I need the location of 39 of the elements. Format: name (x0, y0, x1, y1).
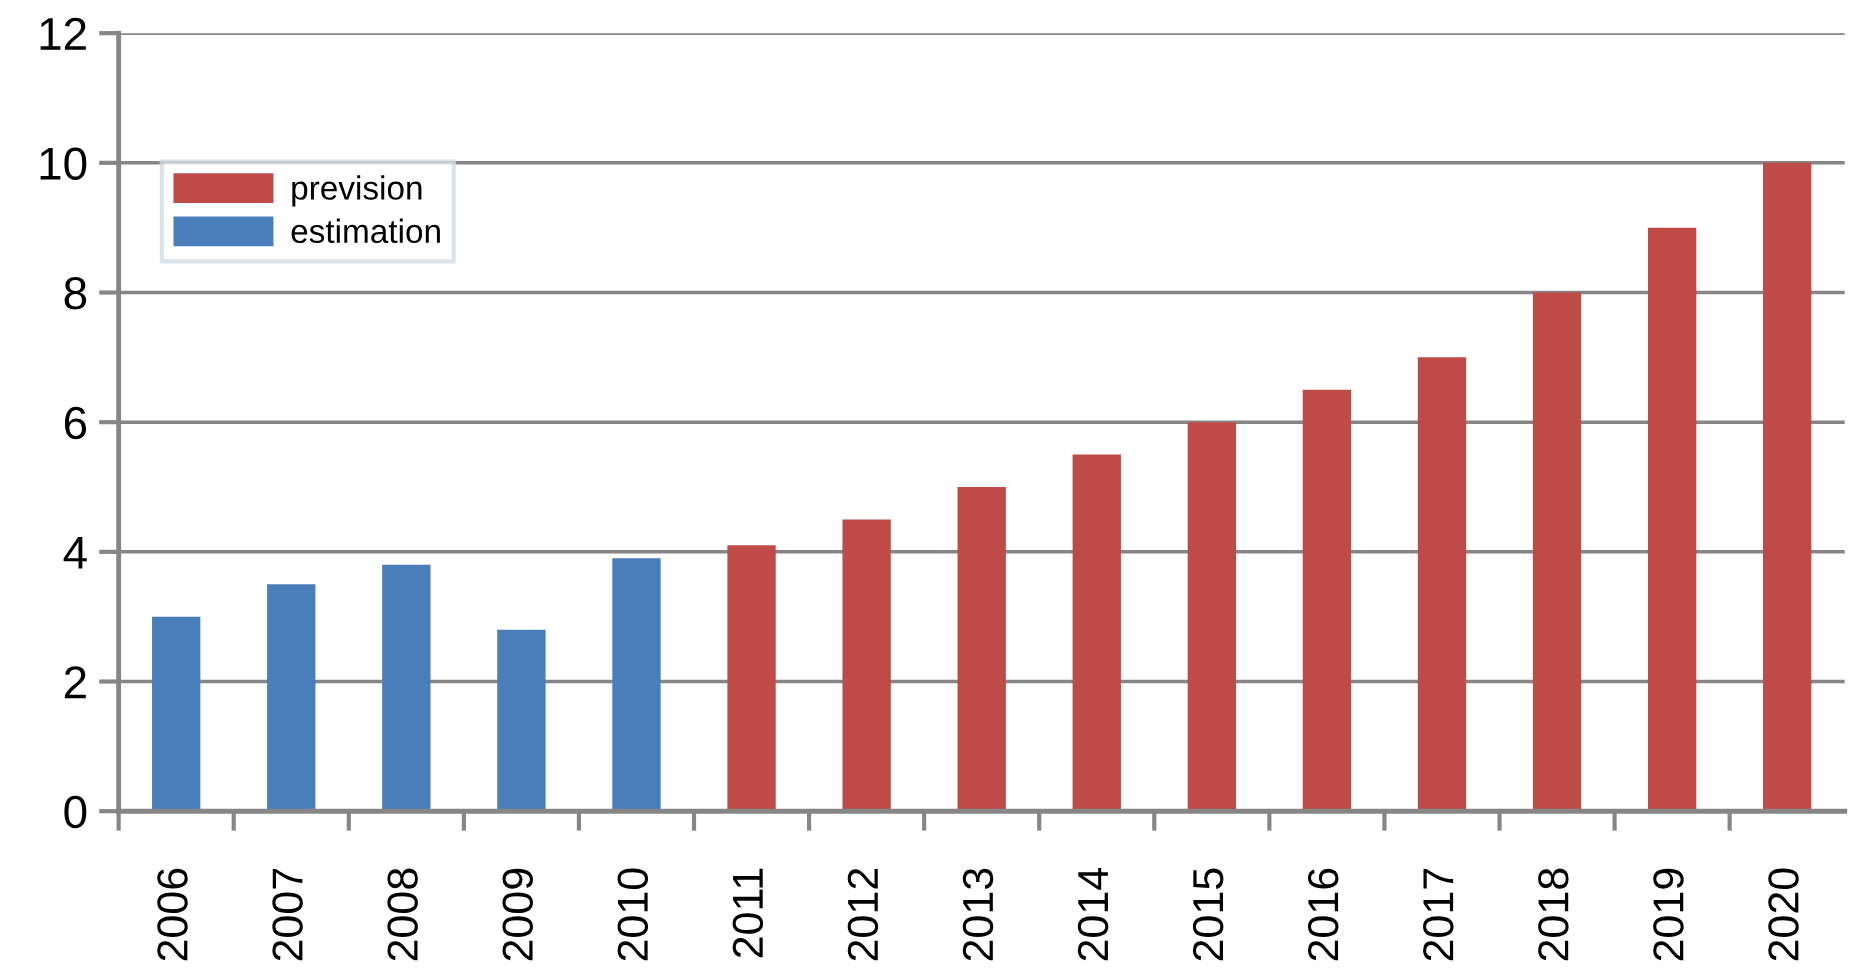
bar (957, 487, 1006, 812)
bar (152, 616, 201, 812)
x-tick-label: 2010 (617, 868, 649, 961)
x-tick-label: 2008 (387, 868, 418, 961)
bar (612, 558, 661, 812)
y-tick-label: 0 (64, 795, 87, 829)
y-tick-label: 4 (63, 536, 87, 569)
bar (1532, 292, 1582, 812)
y-tick-label: 2 (64, 666, 86, 699)
y-tick-label: 8 (64, 277, 87, 310)
x-tick-label: 2009 (502, 868, 533, 961)
y-tick-label: 12 (40, 17, 86, 50)
x-tick-label: 2014 (1077, 868, 1109, 961)
x-tick-label: 2015 (1192, 868, 1224, 961)
x-tick-label: 2011 (732, 868, 764, 958)
bar (1763, 162, 1812, 812)
legend-label: prevision (292, 175, 422, 207)
x-tick-label: 2013 (962, 868, 994, 961)
bar (382, 564, 431, 812)
x-tick-label: 2006 (157, 868, 188, 961)
bar (1187, 422, 1236, 812)
bar (1647, 227, 1697, 812)
bar (1302, 389, 1352, 812)
bar (1072, 454, 1121, 812)
x-tick-label: 2019 (1653, 868, 1684, 961)
y-tick-label: 6 (64, 406, 87, 440)
x-tick-label: 2007 (272, 868, 303, 961)
bar (267, 584, 316, 812)
x-tick-label: 2017 (1423, 868, 1454, 961)
x-tick-label: 2016 (1307, 868, 1339, 961)
legend-label: estimation (291, 218, 440, 244)
x-tick-label: 2012 (847, 868, 879, 961)
x-tick-label: 2018 (1538, 868, 1569, 961)
bar (1417, 357, 1467, 812)
bar (497, 629, 546, 812)
bar (727, 545, 776, 812)
bar (842, 519, 891, 812)
x-tick-label: 2020 (1768, 868, 1799, 961)
y-tick-label: 10 (40, 147, 87, 180)
